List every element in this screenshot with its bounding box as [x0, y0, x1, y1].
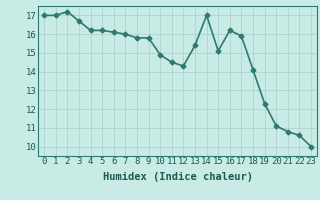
X-axis label: Humidex (Indice chaleur): Humidex (Indice chaleur): [103, 172, 252, 182]
